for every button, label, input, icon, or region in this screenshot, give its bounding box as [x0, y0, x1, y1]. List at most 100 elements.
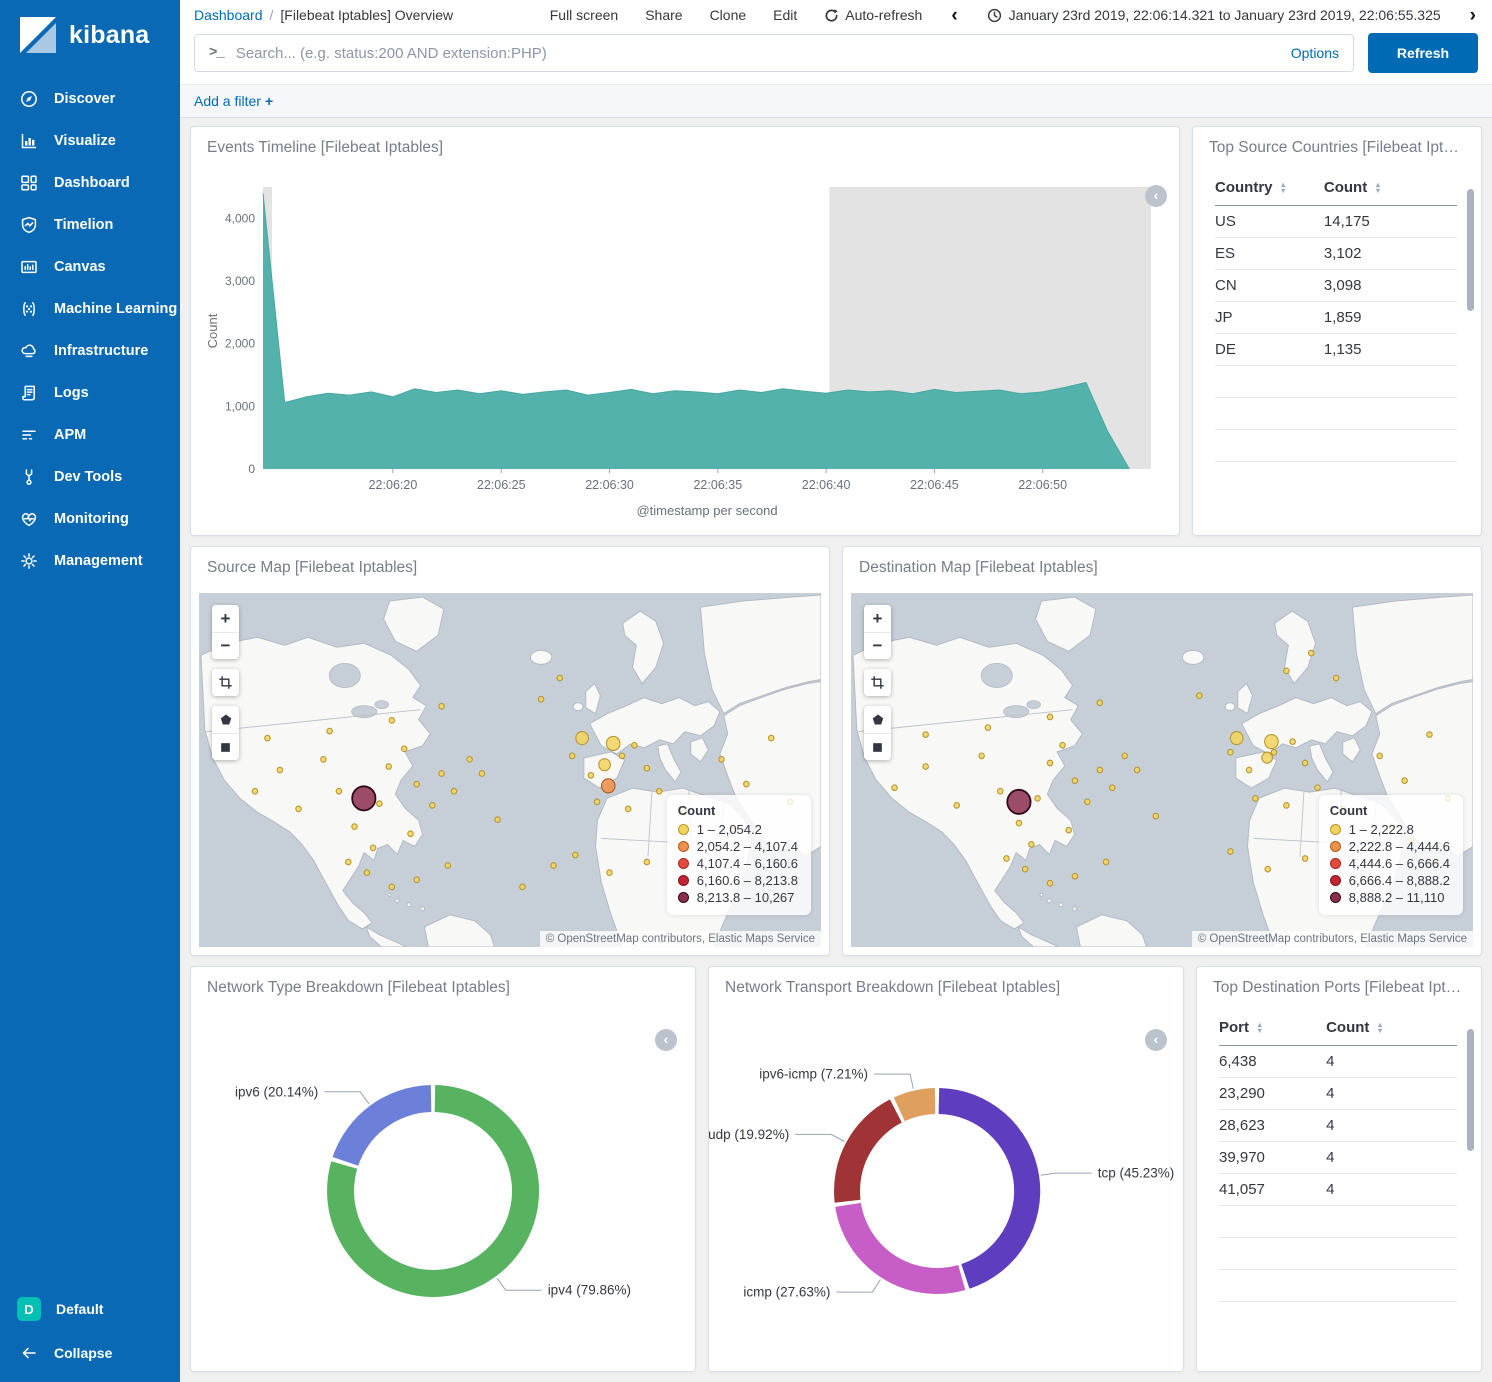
map-data-point[interactable] [1283, 802, 1290, 809]
map-data-point[interactable] [1308, 649, 1315, 657]
add-filter-link[interactable]: Add a filter + [194, 93, 274, 109]
map-data-point[interactable] [1015, 819, 1023, 827]
map-data-point[interactable] [953, 802, 960, 809]
fit-bounds-button[interactable] [864, 669, 891, 696]
donut-slice-udp[interactable] [834, 1099, 902, 1203]
map-data-point[interactable] [1108, 784, 1116, 792]
map-data-point[interactable] [388, 717, 396, 724]
map-data-point[interactable] [1102, 858, 1110, 866]
draw-polygon-button[interactable] [212, 706, 239, 733]
sidebar-item-machine-learning[interactable]: Machine Learning [0, 288, 180, 330]
map-data-point[interactable] [1071, 872, 1079, 880]
map-data-point[interactable] [997, 787, 1004, 795]
map-data-point[interactable] [1229, 731, 1244, 746]
menu-clone[interactable]: Clone [709, 7, 747, 23]
map-data-point[interactable] [1121, 752, 1128, 760]
map-data-point[interactable] [326, 727, 333, 735]
legend-toggle-icon[interactable]: ‹ [1145, 185, 1167, 207]
map-data-point[interactable] [1301, 759, 1309, 767]
map-data-point[interactable] [428, 802, 436, 809]
map-data-point[interactable] [618, 752, 626, 760]
query-options-link[interactable]: Options [1290, 45, 1339, 61]
legend-toggle-icon[interactable]: ‹ [1145, 1029, 1167, 1051]
map-data-point[interactable] [1261, 751, 1274, 764]
zoom-in-button[interactable]: + [212, 605, 239, 632]
map-data-point[interactable] [593, 798, 601, 806]
donut-slice-ipv6-icmp[interactable] [893, 1088, 936, 1122]
map-data-point[interactable] [587, 771, 595, 779]
sidebar-item-timelion[interactable]: Timelion [0, 204, 180, 246]
map-data-point[interactable] [1252, 794, 1259, 802]
map-data-point[interactable] [1227, 848, 1234, 855]
map-data-point[interactable] [478, 770, 486, 777]
map-data-point[interactable] [643, 764, 651, 772]
map-data-point[interactable] [1006, 788, 1032, 815]
map-data-point[interactable] [363, 869, 371, 877]
sidebar-item-logs[interactable]: Logs [0, 372, 180, 414]
map-data-point[interactable] [385, 763, 392, 770]
map-data-point[interactable] [251, 787, 259, 795]
map-data-point[interactable] [1096, 699, 1104, 707]
map-data-point[interactable] [388, 883, 396, 891]
sidebar-item-monitoring[interactable]: Monitoring [0, 498, 180, 540]
donut-slice-icmp[interactable] [835, 1202, 966, 1294]
sidebar-item-visualize[interactable]: Visualize [0, 120, 180, 162]
map-data-point[interactable] [276, 766, 284, 774]
map-data-point[interactable] [351, 823, 358, 830]
map-data-point[interactable] [450, 787, 458, 795]
map-data-point[interactable] [1046, 879, 1054, 887]
fit-bounds-button[interactable] [212, 669, 239, 696]
map-data-point[interactable] [624, 805, 632, 813]
map-data-point[interactable] [1028, 840, 1035, 848]
draw-rectangle-button[interactable] [212, 733, 239, 760]
map-data-point[interactable] [1401, 777, 1408, 785]
table-scrollbar[interactable] [1467, 189, 1474, 311]
map-data-point[interactable] [438, 770, 445, 777]
map-data-point[interactable] [718, 755, 725, 763]
sidebar-item-management[interactable]: Management [0, 540, 180, 582]
map-data-point[interactable] [1003, 855, 1010, 862]
menu-share[interactable]: Share [645, 7, 683, 23]
map-data-point[interactable] [1264, 865, 1271, 873]
map-data-point[interactable] [1133, 766, 1141, 774]
column-header-count[interactable]: Count ▲ ▼ [1326, 1013, 1457, 1046]
column-header-port[interactable]: Port ▲ ▼ [1219, 1013, 1327, 1046]
map-data-point[interactable] [1046, 713, 1054, 721]
map-data-point[interactable] [767, 734, 775, 742]
menu-edit[interactable]: Edit [773, 7, 798, 23]
panel-title[interactable]: Events Timeline [Filebeat Iptables] [207, 139, 444, 156]
map-data-point[interactable] [922, 731, 929, 738]
map-data-point[interactable] [1332, 674, 1340, 682]
map-data-point[interactable] [1301, 855, 1309, 862]
map-data-point[interactable] [1152, 812, 1160, 820]
sidebar-item-apm[interactable]: APM [0, 414, 180, 456]
map-data-point[interactable] [978, 752, 985, 760]
map-data-point[interactable] [891, 784, 898, 792]
timeline-chart[interactable]: 0 1,000 2,000 3,000 4,000 22:06:20 22:06:25 22:… [201, 171, 1167, 527]
map-data-point[interactable] [519, 883, 526, 891]
map-data-point[interactable] [401, 745, 408, 753]
map-data-point[interactable] [1196, 692, 1203, 700]
map-data-point[interactable] [376, 800, 383, 807]
map-data-point[interactable] [295, 805, 302, 813]
map-data-point[interactable] [335, 787, 343, 795]
map-data-point[interactable] [537, 695, 545, 703]
map-data-point[interactable] [600, 778, 616, 794]
map-data-point[interactable] [1071, 777, 1079, 785]
sidebar-item-dev-tools[interactable]: Dev Tools [0, 456, 180, 498]
map-data-point[interactable] [444, 862, 452, 869]
map-data-point[interactable] [494, 816, 501, 823]
menu-full-screen[interactable]: Full screen [549, 7, 619, 23]
map-data-point[interactable] [631, 741, 638, 749]
map-data-point[interactable] [743, 780, 750, 788]
map-data-point[interactable] [1034, 794, 1041, 802]
draw-polygon-button[interactable] [864, 706, 891, 733]
map-data-point[interactable] [656, 787, 663, 795]
map-data-point[interactable] [1065, 826, 1072, 834]
panel-title[interactable]: Destination Map [Filebeat Iptables] [859, 559, 1098, 576]
map-data-point[interactable] [345, 858, 352, 866]
auto-refresh-button[interactable]: Auto-refresh [824, 7, 922, 23]
map-data-point[interactable] [1227, 748, 1234, 756]
map-data-point[interactable] [568, 752, 576, 760]
time-forward-chevron[interactable]: › [1469, 4, 1476, 26]
